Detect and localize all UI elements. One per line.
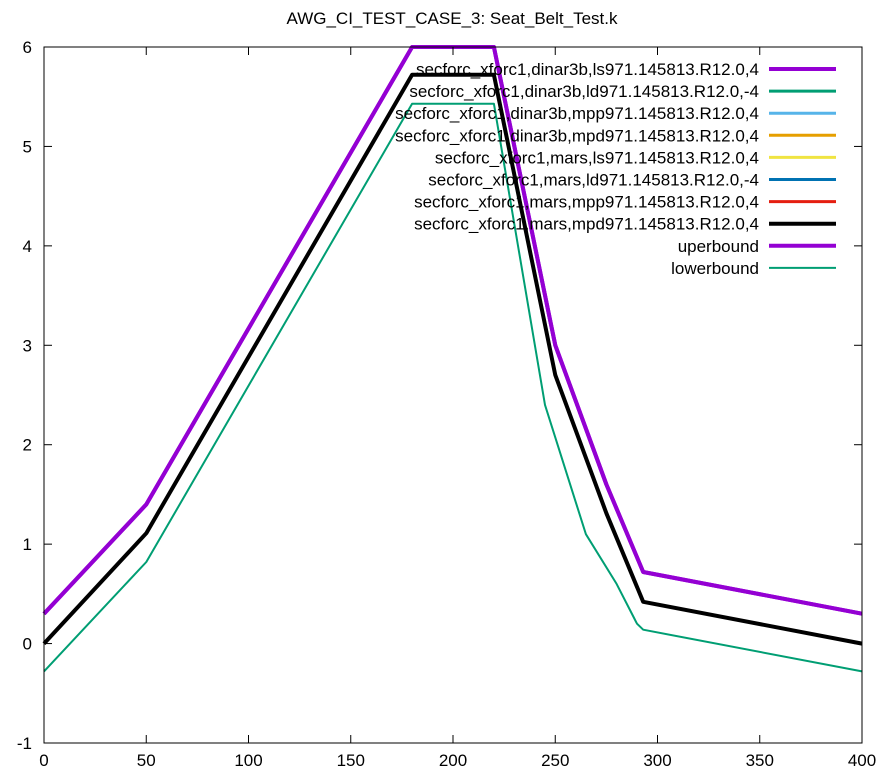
legend: secforc_xforc1,dinar3b,ls971.145813.R12.…: [395, 60, 836, 278]
y-tick-label: 0: [23, 635, 32, 654]
series-line: [42, 45, 863, 616]
axis-ticks: 0 50 100 150 200 250 300 350 400 -1 0 1 2 3 4 5 6: [17, 38, 876, 770]
x-tick-label: 50: [137, 751, 156, 770]
x-tick-label: 150: [337, 751, 365, 770]
x-tick-label: 0: [39, 751, 48, 770]
x-tick-label: 250: [541, 751, 569, 770]
legend-label: secforc_xforc1,dinar3b,mpp971.145813.R12…: [395, 104, 759, 123]
legend-label: secforc_xforc1,mars,mpd971.145813.R12.0,…: [414, 215, 759, 234]
y-tick-label: 3: [23, 336, 32, 355]
y-tick-label: 2: [23, 436, 32, 455]
x-tick-label: 100: [234, 751, 262, 770]
legend-label: secforc_xforc1,mars,ls971.145813.R12.0,4: [435, 148, 759, 167]
legend-label: secforc_xforc1,dinar3b,ls971.145813.R12.…: [416, 60, 759, 79]
legend-label: secforc_xforc1,mars,mpp971.145813.R12.0,…: [414, 193, 759, 212]
legend-label: secforc_xforc1,dinar3b,mpd971.145813.R12…: [395, 126, 759, 145]
legend-label: secforc_xforc1,mars,ld971.145813.R12.0,-…: [428, 171, 759, 190]
x-tick-label: 350: [746, 751, 774, 770]
y-tick-label: 5: [23, 137, 32, 156]
legend-label: lowerbound: [671, 259, 759, 278]
series-line: [42, 72, 863, 646]
series-layer: [42, 45, 863, 673]
x-tick-label: 200: [439, 751, 467, 770]
y-tick-label: 6: [23, 38, 32, 57]
series-line: [43, 102, 863, 673]
x-tick-label: 300: [643, 751, 671, 770]
legend-label: uperbound: [678, 237, 759, 256]
y-tick-label: -1: [17, 734, 32, 753]
y-tick-label: 1: [23, 535, 32, 554]
x-tick-label: 400: [848, 751, 876, 770]
y-tick-label: 4: [23, 237, 32, 256]
chart-title: AWG_CI_TEST_CASE_3: Seat_Belt_Test.k: [286, 9, 618, 28]
legend-label: secforc_xforc1,dinar3b,ld971.145813.R12.…: [409, 82, 759, 101]
